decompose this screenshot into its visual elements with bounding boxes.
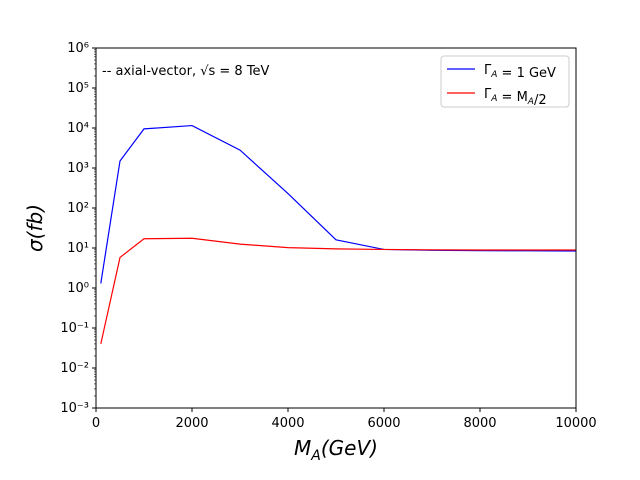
x-tick-label: 0 bbox=[92, 416, 100, 431]
y-tick-label: 10⁵ bbox=[67, 81, 89, 96]
plot-area bbox=[100, 124, 576, 345]
y-tick-label: 10⁰ bbox=[67, 281, 89, 296]
x-tick-label: 4000 bbox=[271, 416, 304, 431]
legend-label-1: ΓA = 1 GeV bbox=[484, 63, 556, 81]
y-tick-label: 10⁶ bbox=[67, 41, 89, 56]
x-tick-label: 10000 bbox=[555, 416, 596, 431]
legend: ΓA = 1 GeV ΓA = MA/2 bbox=[440, 55, 570, 108]
series-line-1 bbox=[100, 124, 576, 284]
x-tick-label: 2000 bbox=[175, 416, 208, 431]
x-tick-label: 8000 bbox=[463, 416, 496, 431]
legend-label-2: ΓA = MA/2 bbox=[484, 87, 547, 108]
y-tick-label: 10⁻¹ bbox=[60, 321, 89, 336]
x-axis-label: MA(GeV) bbox=[294, 436, 378, 464]
y-tick-label: 10⁴ bbox=[67, 121, 89, 136]
y-tick-label: 10² bbox=[67, 201, 89, 216]
y-axis-label: σ(fb) bbox=[23, 204, 47, 252]
series-line-2 bbox=[100, 237, 576, 345]
y-tick-label: 10³ bbox=[67, 161, 89, 176]
axes: 0 2000 4000 6000 8000 10000 10⁻³ 10⁻² 10⁻¹ 10⁰ 10¹… bbox=[23, 41, 597, 464]
plot-frame bbox=[95, 47, 577, 409]
y-tick-label: 10⁻³ bbox=[60, 401, 89, 416]
y-tick-label: 10¹ bbox=[67, 241, 89, 256]
y-tick-label: 10⁻² bbox=[60, 361, 89, 376]
chart-annotation: -- axial-vector, √s = 8 TeV bbox=[102, 64, 270, 79]
x-tick-label: 6000 bbox=[367, 416, 400, 431]
